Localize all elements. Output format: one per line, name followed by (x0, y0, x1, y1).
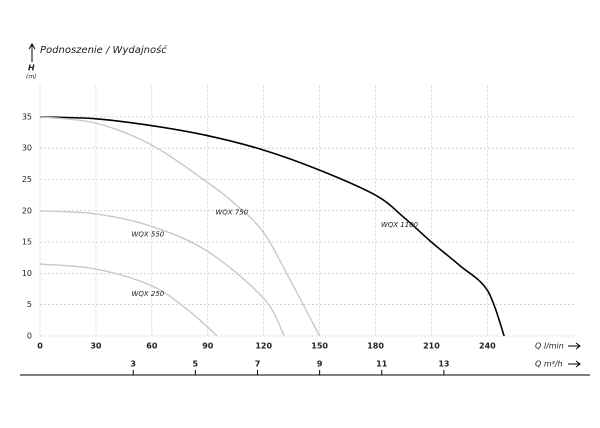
x2-tick-label: 11 (376, 360, 388, 369)
y-tick-label: 25 (22, 175, 32, 184)
x-tick-label: 120 (255, 342, 272, 351)
chart-title: Podnoszenie / Wydajność (40, 44, 167, 56)
x-tick-label: 240 (479, 342, 496, 351)
x2-tick-label: 5 (193, 360, 199, 369)
y-tick-label: 0 (27, 332, 32, 341)
x2-tick-label: 3 (130, 360, 136, 369)
y-label: H (28, 64, 35, 73)
y-tick-label: 10 (22, 269, 32, 278)
x2-tick-label: 9 (317, 360, 323, 369)
x-tick-label: 0 (37, 342, 43, 351)
curve (39, 116, 321, 337)
series-label: WQX 250 (131, 290, 164, 298)
curve (39, 116, 505, 337)
x-tick-label: 150 (311, 342, 328, 351)
x-tick-label: 180 (367, 342, 384, 351)
x-tick-label: 210 (423, 342, 440, 351)
series-label: WQX 550 (131, 230, 164, 238)
curve (39, 210, 285, 337)
x-tick-label: 90 (202, 342, 214, 351)
series-label: WQX 1100 (381, 221, 419, 229)
curve (39, 263, 218, 337)
x-tick-label: 60 (146, 342, 158, 351)
x2-tick-label: 13 (438, 360, 449, 369)
y-tick-label: 15 (22, 238, 32, 247)
y-unit: (m) (26, 74, 37, 81)
x2-arrow (568, 360, 581, 368)
x-tick-label: 30 (90, 342, 102, 351)
x2-tick-label: 7 (255, 360, 261, 369)
y-tick-label: 20 (22, 206, 32, 215)
x-arrow (568, 342, 581, 350)
x-label: Q l/min (535, 342, 564, 351)
y-tick-label: 35 (22, 112, 32, 121)
y-arrow (28, 43, 36, 62)
series-label: WQX 750 (215, 209, 248, 217)
y-tick-label: 30 (22, 144, 32, 153)
y-tick-label: 5 (27, 300, 32, 309)
x2-label: Q m³/h (535, 360, 563, 369)
